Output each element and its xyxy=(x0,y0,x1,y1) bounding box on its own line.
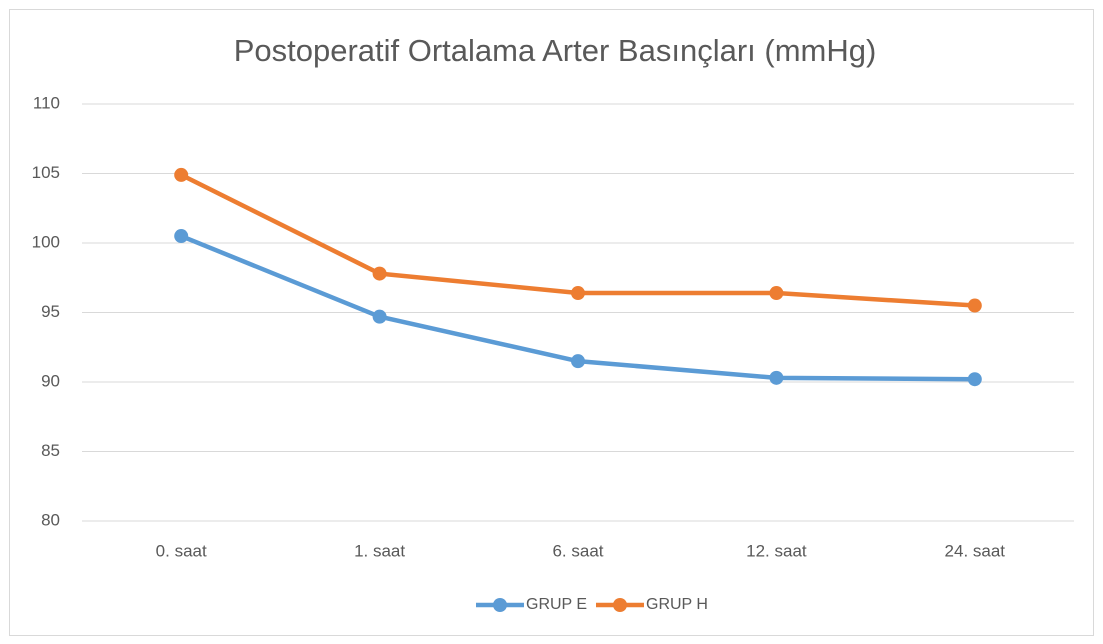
chart-frame xyxy=(9,9,1094,636)
series-point xyxy=(372,309,387,324)
legend-marker xyxy=(493,598,507,612)
legend-label: GRUP H xyxy=(646,596,708,613)
x-tick-label: 12. saat xyxy=(746,541,807,560)
chart-title: Postoperatif Ortalama Arter Basınçları (… xyxy=(234,33,877,68)
series-point xyxy=(571,354,585,369)
x-tick-label: 0. saat xyxy=(156,541,207,560)
x-tick-label: 24. saat xyxy=(945,541,1006,560)
y-tick-label: 110 xyxy=(33,93,60,112)
y-tick-label: 100 xyxy=(32,232,60,251)
series-point xyxy=(769,286,784,301)
series-point xyxy=(372,266,387,281)
y-tick-label: 95 xyxy=(41,302,60,321)
y-tick-label: 80 xyxy=(41,510,60,529)
series-point xyxy=(769,370,784,385)
y-tick-label: 90 xyxy=(41,371,60,390)
x-tick-label: 1. saat xyxy=(354,541,405,560)
series-point xyxy=(967,372,982,387)
y-tick-label: 105 xyxy=(32,163,60,182)
series-point xyxy=(174,229,189,244)
x-tick-label: 6. saat xyxy=(552,541,603,560)
series-point xyxy=(174,167,189,182)
series-point xyxy=(571,286,585,301)
y-tick-label: 85 xyxy=(41,441,60,460)
legend-label: GRUP E xyxy=(526,596,587,613)
legend-marker xyxy=(613,598,627,612)
series-point xyxy=(967,298,982,313)
